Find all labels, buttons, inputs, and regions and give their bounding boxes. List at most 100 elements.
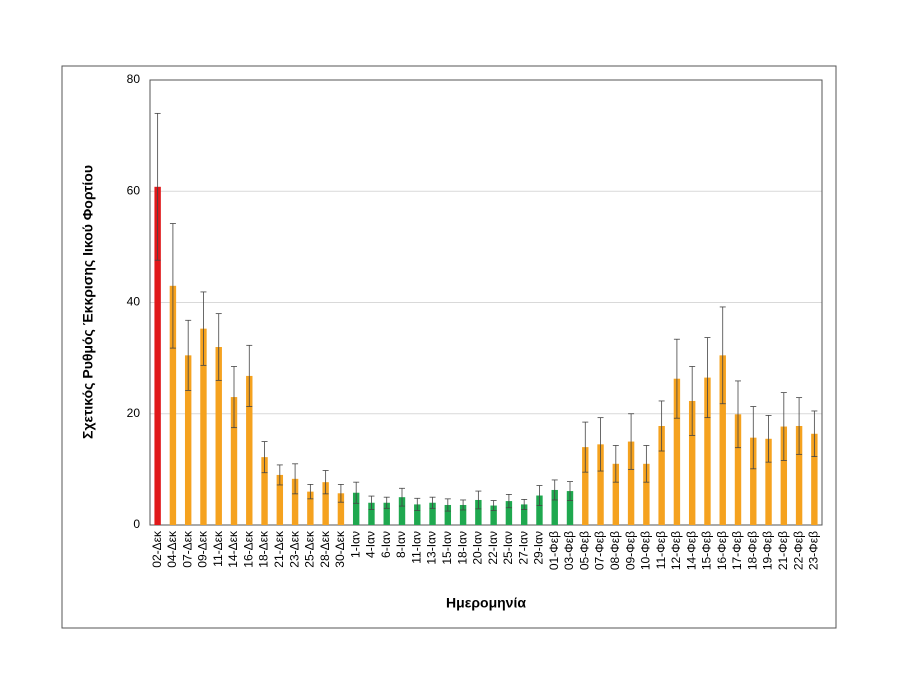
bar — [582, 447, 589, 525]
x-tick-label: 03-Φεβ — [562, 531, 576, 570]
error-bar — [169, 223, 176, 349]
error-bar — [582, 421, 589, 473]
x-tick-label: 8-Ιαν — [394, 531, 408, 558]
error-bar — [505, 494, 512, 509]
bar — [704, 377, 711, 525]
error-bar — [490, 500, 497, 511]
y-tick-label: 20 — [127, 406, 141, 420]
bar — [520, 504, 528, 525]
x-axis-label: Ημερομηνία — [446, 595, 526, 611]
bar — [322, 482, 329, 525]
x-tick-label: 23-Φεβ — [807, 531, 821, 570]
x-tick-label: 17-Φεβ — [730, 531, 744, 570]
bar — [459, 504, 467, 525]
bar — [352, 492, 360, 525]
bar — [276, 474, 284, 525]
bar — [215, 347, 222, 525]
error-bar — [704, 337, 711, 419]
error-bar — [612, 445, 619, 483]
bar — [337, 493, 345, 525]
x-tick-label: 1-Ιαν — [348, 531, 362, 558]
x-tick-label: 25-Δεκ — [303, 530, 317, 568]
x-tick-label: 14-Δεκ — [226, 530, 240, 568]
x-tick-label: 04-Δεκ — [165, 530, 179, 568]
x-tick-label: 28-Δεκ — [318, 530, 332, 568]
error-bar — [368, 495, 375, 510]
x-tick-label: 6-Ιαν — [379, 531, 393, 558]
bar — [475, 499, 482, 525]
x-tick-label: 19-Φεβ — [761, 531, 775, 570]
bar — [673, 378, 681, 525]
error-bar — [475, 490, 482, 510]
y-tick-label: 0 — [133, 517, 140, 531]
bar — [184, 355, 192, 525]
x-tick-label: 13-Ιαν — [425, 531, 439, 565]
error-bar — [536, 485, 543, 506]
bar — [566, 491, 574, 525]
x-tick-label: 25-Ιαν — [501, 531, 515, 565]
error-bar — [811, 410, 818, 457]
y-tick-label: 80 — [127, 72, 141, 86]
x-tick-label: 30-Δεκ — [333, 530, 347, 568]
bar — [551, 489, 558, 525]
x-tick-label: 18-Δεκ — [257, 530, 271, 568]
x-tick-label: 20-Ιαν — [471, 531, 485, 565]
bar — [536, 495, 543, 525]
error-bar — [765, 415, 772, 463]
x-tick-label: 14-Φεβ — [684, 531, 698, 570]
bar — [398, 497, 406, 525]
error-bar — [750, 406, 757, 470]
bar — [169, 285, 177, 525]
y-tick-label: 60 — [127, 183, 141, 197]
x-tick-label: 22-Φεβ — [791, 531, 805, 570]
bar — [414, 504, 421, 525]
x-tick-label: 23-Δεκ — [287, 530, 301, 568]
bar — [368, 502, 375, 525]
bar — [261, 457, 268, 525]
error-bar — [383, 496, 390, 509]
error-bar — [215, 313, 222, 381]
error-bar — [643, 445, 650, 483]
bar — [291, 478, 299, 525]
error-bar — [399, 487, 405, 507]
x-tick-label: 15-Φεβ — [700, 531, 714, 570]
error-bar — [231, 366, 237, 429]
bar — [688, 400, 696, 525]
error-bar — [414, 497, 421, 511]
x-tick-label: 09-Δεκ — [196, 530, 210, 568]
bar — [811, 433, 818, 525]
error-bar — [628, 413, 635, 470]
error-bar — [429, 496, 436, 509]
error-bar — [261, 441, 268, 474]
error-bar — [719, 306, 726, 405]
x-tick-label: 22-Ιαν — [486, 531, 500, 565]
x-tick-label: 05-Φεβ — [577, 531, 591, 570]
bar — [490, 505, 497, 525]
x-tick-label: 07-Δεκ — [180, 530, 194, 568]
bar — [612, 463, 620, 525]
error-bar — [276, 464, 283, 486]
bar — [200, 328, 207, 525]
bar — [719, 355, 726, 525]
x-tick-label: 09-Φεβ — [623, 531, 637, 570]
plot-frame — [149, 79, 823, 526]
x-tick-label: 10-Φεβ — [639, 531, 653, 570]
error-bar — [246, 344, 253, 407]
error-bar — [521, 499, 528, 510]
x-tick-label: 16-Φεβ — [715, 531, 729, 570]
error-bar — [185, 319, 192, 391]
bar — [246, 375, 253, 525]
x-tick-label: 21-Φεβ — [776, 531, 790, 570]
bar — [383, 502, 390, 525]
bar — [750, 437, 757, 525]
x-tick-label: 15-Ιαν — [440, 531, 454, 565]
x-tick-label: 29-Ιαν — [532, 531, 546, 565]
bar — [643, 463, 650, 525]
x-tick-label: 16-Δεκ — [241, 530, 255, 568]
x-tick-label: 12-Φεβ — [669, 531, 683, 570]
error-bar — [200, 291, 207, 366]
x-tick-label: 18-Ιαν — [455, 531, 469, 565]
error-bar — [307, 483, 314, 500]
x-tick-label: 11-Ιαν — [409, 531, 423, 564]
error-bar — [735, 380, 741, 449]
